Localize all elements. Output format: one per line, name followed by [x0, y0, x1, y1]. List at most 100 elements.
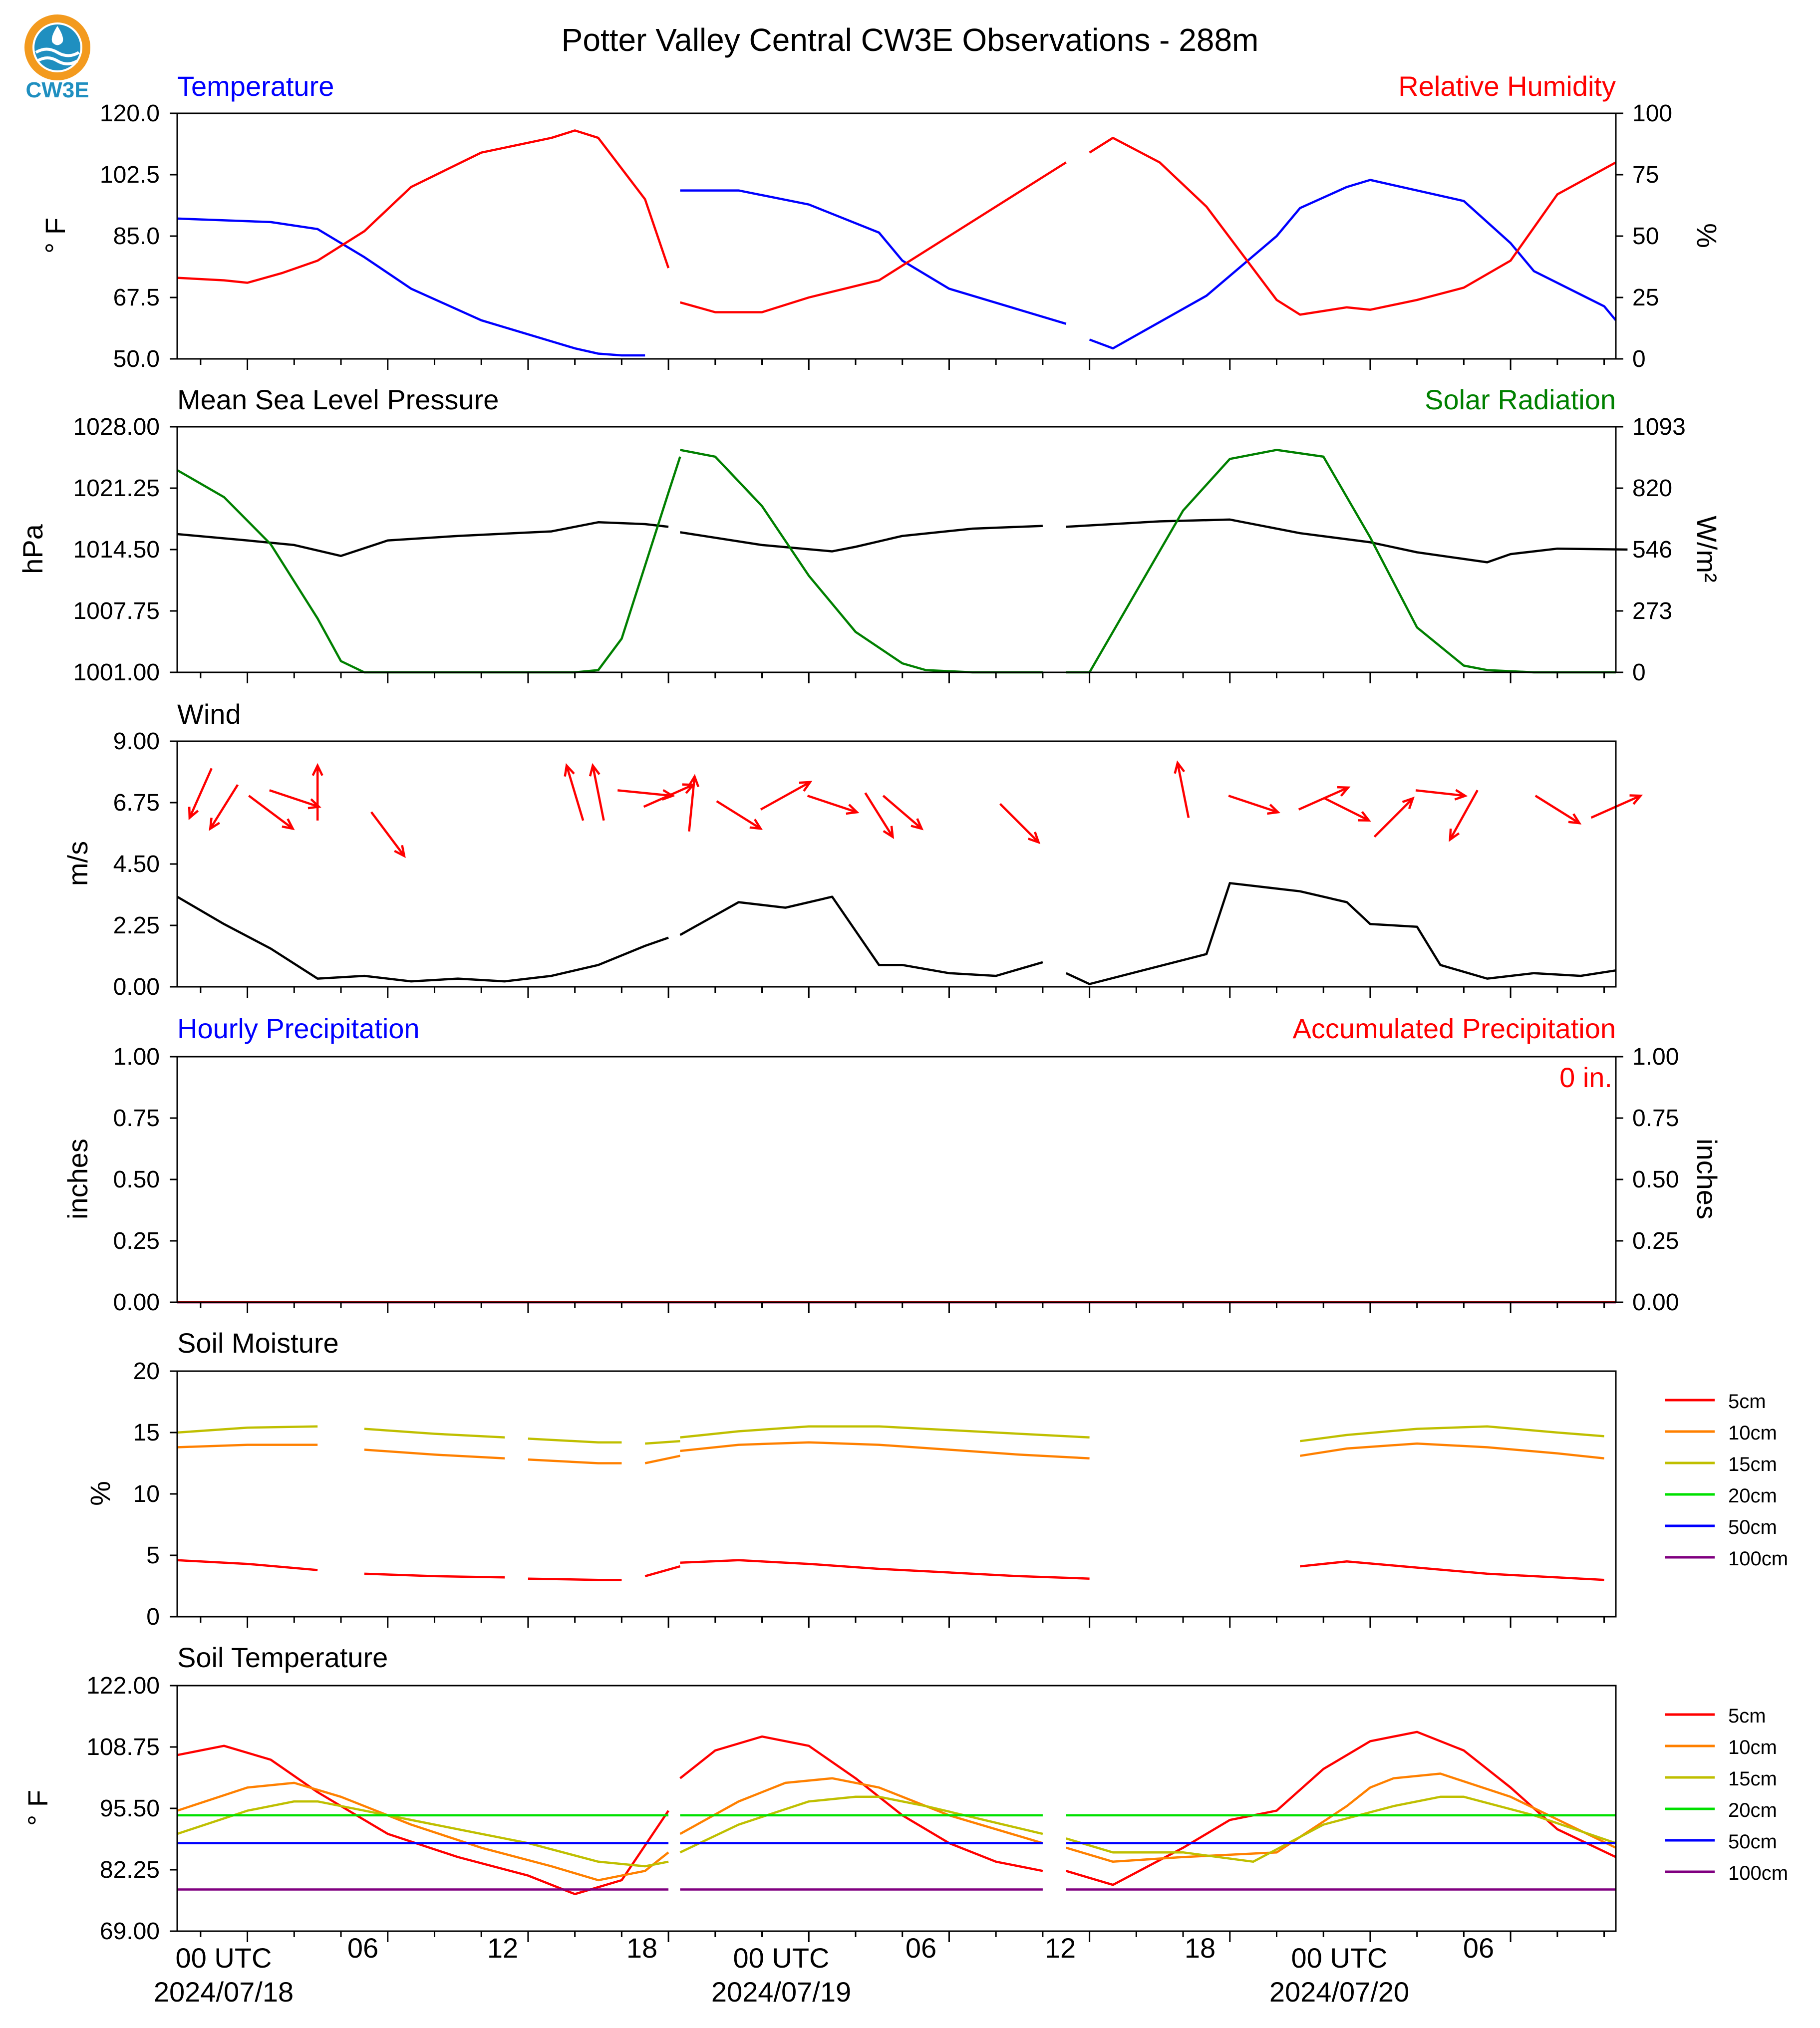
humidity-ylabel: % — [1691, 223, 1723, 248]
pressure-yticklabels: 1001.00 1007.75 1014.50 1021.25 1028.00 — [73, 414, 160, 686]
legend-label: 50cm — [1728, 1831, 1777, 1853]
wind-arrow — [589, 763, 605, 821]
wind-plot-lines — [176, 882, 1616, 985]
series-line-5cm — [177, 1731, 1616, 1895]
temperature-ylabel: ° F — [39, 218, 71, 254]
soil-temp-ytick-label: 69.00 — [100, 1918, 160, 1945]
temperature-ytick-label: 67.5 — [113, 285, 160, 311]
solar-ytick-label: 273 — [1632, 598, 1672, 624]
legend-label: 10cm — [1728, 1422, 1777, 1444]
time-tick-label: 00 UTC — [733, 1942, 830, 1974]
wind-axes-frame — [176, 740, 1617, 988]
temperature-ytick-label: 102.5 — [100, 162, 160, 188]
solar-ylabel: W/m² — [1691, 516, 1723, 582]
soil-moisture-plot-lines — [177, 1425, 1604, 1581]
precip-ytick-label: 0.25 — [113, 1228, 160, 1254]
soil-temp-ytick-label: 95.50 — [100, 1795, 160, 1822]
wind-arrow — [643, 783, 696, 808]
hourly-precip-title: Hourly Precipitation — [177, 1013, 420, 1044]
humidity-title: Relative Humidity — [1398, 70, 1616, 102]
humidity-yticklabels: 0 25 50 75 100 — [1632, 100, 1672, 372]
wind-arrow — [1534, 795, 1582, 825]
wind-ytick-label: 4.50 — [113, 851, 160, 877]
pressure-ytick-label: 1021.25 — [73, 475, 160, 502]
humidity-ytick-label: 0 — [1632, 346, 1646, 372]
series-line-wind-speed — [176, 882, 1616, 985]
wind-arrow — [370, 811, 406, 859]
solar-ytick-label: 546 — [1632, 537, 1672, 563]
series-line-5cm — [177, 1559, 1604, 1581]
solar-ytick-label: 1093 — [1632, 414, 1686, 440]
pressure-ytick-label: 1014.50 — [73, 537, 160, 563]
solar-yticklabels: 0 273 546 820 1093 — [1632, 414, 1686, 686]
pressure-ytick-label: 1028.00 — [73, 414, 160, 440]
date-label: 2024/07/18 — [154, 1976, 294, 2008]
panel-wind: Wind m/s 0.00 2.25 4.50 6.75 9.00 — [62, 698, 1643, 1000]
date-label: 2024/07/19 — [711, 1976, 851, 2008]
time-tick-label: 06 — [1463, 1932, 1494, 1964]
legend-label: 5cm — [1728, 1705, 1766, 1727]
wind-ytick-label: 2.25 — [113, 912, 160, 939]
solar-ytick-label: 0 — [1632, 659, 1646, 686]
wind-arrow — [864, 792, 895, 839]
soil-temp-yticklabels: 69.00 82.25 95.50 108.75 122.00 — [86, 1673, 160, 1945]
wind-arrow — [760, 781, 813, 811]
precip-yticklabels: 0.00 0.25 0.50 0.75 1.00 — [113, 1044, 160, 1316]
humidity-ytick-label: 100 — [1632, 100, 1672, 127]
series-line-mean-sea-level-pressure — [177, 518, 1628, 564]
soil-temp-ytick-label: 82.25 — [100, 1857, 160, 1883]
temperature-ytick-label: 50.0 — [113, 346, 160, 372]
time-tick-label: 06 — [347, 1932, 378, 1964]
wind-ytick-label: 0.00 — [113, 974, 160, 1000]
pressure-title: Mean Sea Level Pressure — [177, 384, 499, 415]
precip-ytick-label: 1.00 — [113, 1044, 160, 1070]
accum-precip-ytick-label: 0.00 — [1632, 1289, 1679, 1316]
series-line-15cm — [177, 1425, 1604, 1445]
legend-label: 15cm — [1728, 1453, 1777, 1475]
wind-arrow — [999, 803, 1041, 845]
legend-label: 50cm — [1728, 1516, 1777, 1538]
precip-ytick-label: 0.00 — [113, 1289, 160, 1316]
soil-temp-axes-frame — [176, 1685, 1617, 1932]
wind-arrow — [248, 795, 295, 831]
time-axis-ticks — [170, 112, 1623, 1942]
soil-moisture-title: Soil Moisture — [177, 1327, 339, 1359]
temperature-yticklabels: 50.0 67.5 85.0 102.5 120.0 — [100, 100, 160, 372]
temperature-axes-frame — [176, 112, 1617, 360]
wind-arrow — [1174, 760, 1190, 818]
series-line-10cm — [177, 1772, 1616, 1882]
accum-precip-ylabel: inches — [1691, 1139, 1723, 1219]
precip-ytick-label: 0.50 — [113, 1166, 160, 1193]
accum-precip-ytick-label: 0.25 — [1632, 1228, 1679, 1254]
time-tick-label: 00 UTC — [1291, 1942, 1388, 1974]
wind-title: Wind — [177, 698, 241, 730]
soil-moisture-axes-frame — [176, 1370, 1617, 1618]
accum-precip-ytick-label: 1.00 — [1632, 1044, 1679, 1070]
accum-precip-ytick-label: 0.50 — [1632, 1166, 1679, 1193]
soil-moisture-legend: 5cm 10cm 15cm 20cm 50cm 100cm — [1665, 1391, 1788, 1570]
date-label: 2024/07/20 — [1269, 1976, 1409, 2008]
wind-arrow — [1228, 795, 1281, 815]
precip-axes-frame — [176, 1056, 1617, 1303]
time-tick-label: 06 — [906, 1932, 936, 1964]
wind-arrow — [688, 774, 700, 832]
soil-temp-title: Soil Temperature — [177, 1642, 388, 1673]
humidity-ytick-label: 25 — [1632, 285, 1659, 311]
soil-moisture-ytick-label: 20 — [133, 1358, 160, 1385]
panel-pressure: Mean Sea Level Pressure Solar Radiation … — [17, 384, 1723, 686]
soil-temp-legend: 5cm 10cm 15cm 20cm 50cm 100cm — [1665, 1705, 1788, 1884]
soil-moisture-ytick-label: 0 — [146, 1604, 160, 1630]
time-tick-label: 12 — [1045, 1932, 1076, 1964]
figure-title: Potter Valley Central CW3E Observations … — [562, 22, 1259, 58]
temperature-title: Temperature — [177, 70, 334, 102]
logo-waves — [36, 56, 78, 65]
logo-sun-ring — [24, 14, 90, 80]
soil-temp-ytick-label: 122.00 — [86, 1673, 160, 1699]
legend-label: 5cm — [1728, 1391, 1766, 1413]
panel-precip: Hourly Precipitation Accumulated Precipi… — [62, 1013, 1723, 1316]
precip-ytick-label: 0.75 — [113, 1105, 160, 1132]
legend-label: 20cm — [1728, 1799, 1777, 1821]
time-tick-label: 00 UTC — [176, 1942, 272, 1974]
wind-ylabel: m/s — [62, 841, 93, 886]
panel-soil-moisture: Soil Moisture % 0 5 10 15 20 5cm 10cm 15… — [84, 1327, 1788, 1630]
